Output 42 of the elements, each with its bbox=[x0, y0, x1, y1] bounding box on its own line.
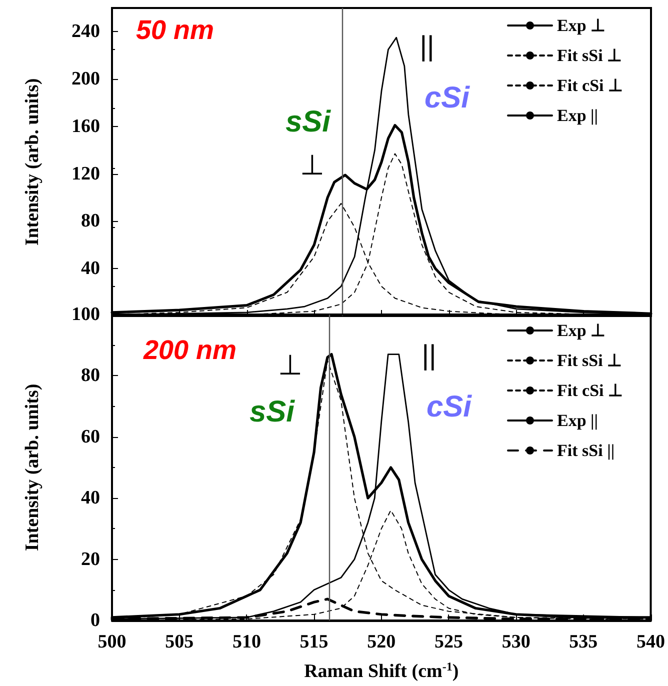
y-tick-label: 80 bbox=[81, 365, 100, 386]
legend-label: Fit sSi || bbox=[557, 441, 615, 460]
legend-label: Fit cSi ⊥ bbox=[557, 76, 624, 95]
legend-label: Exp || bbox=[557, 411, 598, 430]
y-tick-label: 60 bbox=[81, 426, 100, 448]
annotation: cSi bbox=[426, 390, 472, 424]
x-tick-label: 525 bbox=[434, 632, 463, 652]
annotation: || bbox=[420, 30, 434, 62]
y-tick-label: 80 bbox=[81, 210, 100, 232]
annotation: sSi bbox=[285, 106, 332, 138]
y-tick-label: 40 bbox=[81, 488, 100, 509]
annotation: cSi bbox=[424, 82, 470, 114]
legend-label: Fit sSi ⊥ bbox=[557, 46, 622, 65]
y-tick-label: 40 bbox=[81, 258, 100, 280]
y-tick-label: 200 bbox=[72, 68, 100, 90]
annotation: 200 nm bbox=[142, 335, 237, 365]
x-tick-label: 500 bbox=[98, 632, 126, 652]
legend-label: Exp ⊥ bbox=[557, 321, 606, 340]
x-tick-label: 515 bbox=[300, 632, 328, 652]
legend-label: Exp ⊥ bbox=[557, 16, 606, 35]
x-tick-label: 535 bbox=[569, 632, 598, 652]
x-tick-label: 530 bbox=[502, 632, 530, 652]
legend-label: Exp || bbox=[557, 106, 598, 125]
legend-label: Fit sSi ⊥ bbox=[557, 351, 622, 370]
y-tick-label: 100 bbox=[72, 304, 100, 325]
y-axis-title: Intensity (arb. units) bbox=[22, 78, 43, 246]
x-tick-label: 540 bbox=[636, 632, 665, 652]
legend-label: Fit cSi ⊥ bbox=[557, 381, 624, 400]
annotation: 50 nm bbox=[136, 15, 214, 45]
y-tick-label: 0 bbox=[90, 610, 100, 631]
y-tick-label: 240 bbox=[72, 21, 100, 42]
y-axis-title: Intensity (arb. units) bbox=[22, 384, 43, 552]
annotation: sSi bbox=[249, 396, 296, 428]
x-tick-label: 505 bbox=[165, 632, 194, 652]
y-tick-label: 20 bbox=[81, 548, 100, 570]
y-tick-label: 160 bbox=[72, 116, 100, 137]
y-tick-label: 120 bbox=[72, 163, 100, 184]
annotation: ⊥ bbox=[300, 150, 324, 180]
x-tick-label: 520 bbox=[367, 632, 396, 652]
annotation: || bbox=[422, 340, 436, 370]
x-tick-label: 510 bbox=[232, 632, 261, 652]
annotation: ⊥ bbox=[278, 350, 302, 380]
